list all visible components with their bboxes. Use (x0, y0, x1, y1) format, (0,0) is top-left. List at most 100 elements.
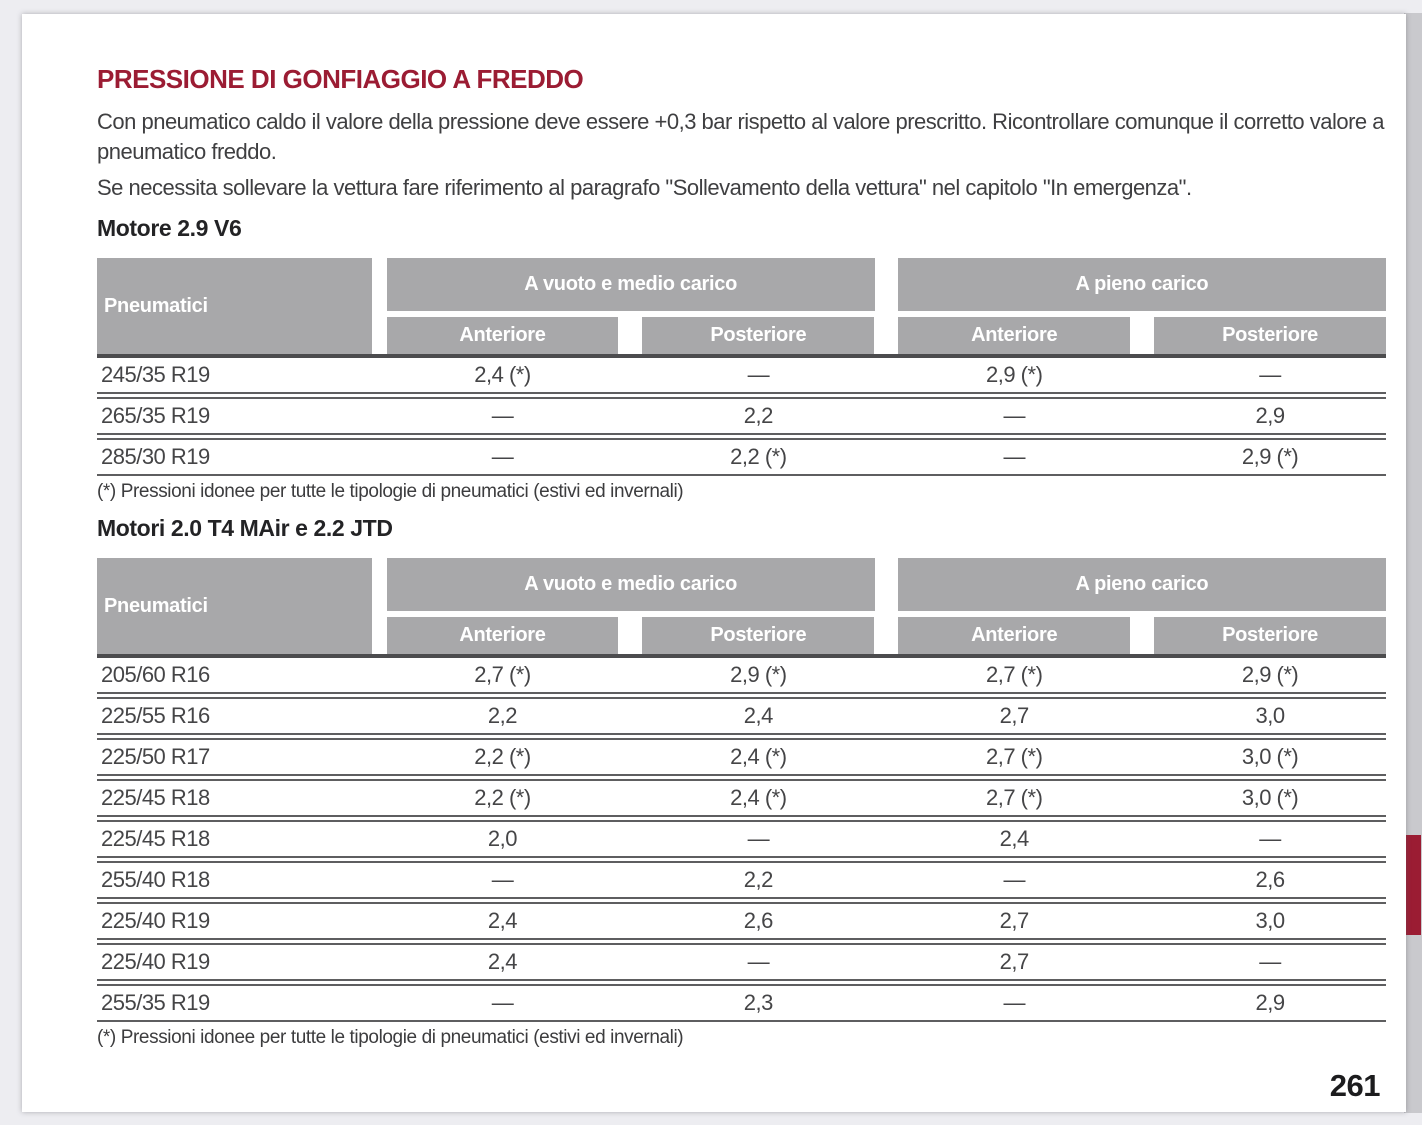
column-header-anteriore: Anteriore (898, 617, 1131, 654)
pressure-value: — (1003, 990, 1025, 1015)
table-row: 225/40 R19 2,4 — 2,7 — (97, 943, 1386, 981)
row-values: 2,2 (*) 2,4 (*) 2,7 (*) 3,0 (*) (387, 744, 1386, 770)
pressure-value: 2,2 (743, 867, 774, 892)
column-header-pneumatici: Pneumatici (97, 558, 372, 654)
tire-size: 225/55 R16 (101, 703, 210, 728)
table-header-right: A vuoto e medio carico A pieno carico An… (386, 258, 1387, 354)
pressure-value: 2,3 (743, 990, 774, 1015)
manual-page: PRESSIONE DI GONFIAGGIO A FREDDO Con pne… (22, 14, 1406, 1112)
pressure-table-t4-jtd: Pneumatici A vuoto e medio carico A pien… (97, 558, 1387, 1022)
pressure-value: — (1003, 403, 1025, 428)
column-header-posteriore: Posteriore (642, 617, 875, 654)
page-number: 261 (1329, 1068, 1381, 1103)
row-values: 2,4 2,6 2,7 3,0 (387, 908, 1386, 934)
table-header: Pneumatici A vuoto e medio carico A pien… (97, 258, 1387, 358)
page-content: PRESSIONE DI GONFIAGGIO A FREDDO Con pne… (22, 14, 1406, 1049)
pressure-value: 3,0 (1255, 703, 1286, 728)
table-row: 265/35 R19 — 2,2 — 2,9 (97, 397, 1386, 435)
row-values: 2,7 (*) 2,9 (*) 2,7 (*) 2,9 (*) (387, 662, 1386, 688)
pressure-value: 2,4 (*) (474, 362, 531, 387)
tire-size: 225/45 R18 (101, 826, 210, 851)
tire-size: 255/35 R19 (101, 990, 210, 1015)
column-header-posteriore: Posteriore (642, 317, 875, 354)
lifting-note: Se necessita sollevare la vettura fare r… (97, 175, 1192, 200)
table-header-right: A vuoto e medio carico A pieno carico An… (386, 558, 1387, 654)
pressure-value: 3,0 (*) (1241, 785, 1299, 810)
table-row: 225/50 R17 2,2 (*) 2,4 (*) 2,7 (*) 3,0 (… (97, 738, 1386, 776)
table-body: 245/35 R19 2,4 (*) — 2,9 (*) — 265/35 R1… (97, 358, 1386, 476)
row-values: — 2,2 — 2,9 (387, 403, 1386, 429)
pressure-value: — (1259, 826, 1281, 851)
table-header: Pneumatici A vuoto e medio carico A pien… (97, 558, 1387, 658)
tire-size: 265/35 R19 (101, 403, 210, 428)
table-header-subcolumns: Anteriore Posteriore Anteriore Posterior… (386, 617, 1386, 654)
pressure-value: 2,6 (1255, 867, 1286, 892)
pressure-value: 2,2 (743, 403, 774, 428)
pressure-value: — (1259, 949, 1281, 974)
table-row: 255/40 R18 — 2,2 — 2,6 (97, 861, 1386, 899)
pressure-value: 2,9 (*) (730, 662, 787, 687)
pressure-value: 2,7 (*) (985, 662, 1043, 687)
row-values: — 2,3 — 2,9 (387, 990, 1386, 1016)
page-edge-band (1404, 13, 1422, 1113)
pressure-value: 2,4 (*) (730, 785, 787, 810)
pressure-value: 2,2 (*) (474, 785, 531, 810)
tire-size: 255/40 R18 (101, 867, 210, 892)
table-row: 255/35 R19 — 2,3 — 2,9 (97, 984, 1386, 1022)
column-header-anteriore: Anteriore (386, 317, 619, 354)
section-heading-t4-jtd: Motori 2.0 T4 MAir e 2.2 JTD (97, 515, 393, 541)
chapter-tab-marker (1401, 835, 1421, 935)
pressure-value: 2,9 (*) (1241, 662, 1299, 687)
pressure-value: 2,4 (999, 826, 1030, 851)
page-title: PRESSIONE DI GONFIAGGIO A FREDDO (97, 64, 584, 94)
pressure-table-v6: Pneumatici A vuoto e medio carico A pien… (97, 258, 1387, 476)
table-row: 225/40 R19 2,4 2,6 2,7 3,0 (97, 902, 1386, 940)
tire-size: 205/60 R16 (101, 662, 210, 687)
pressure-value: 2,9 (1255, 403, 1286, 428)
pressure-value: 2,4 (*) (730, 744, 787, 769)
row-values: 2,0 — 2,4 — (387, 826, 1386, 852)
tire-size: 225/50 R17 (101, 744, 210, 769)
column-header-posteriore: Posteriore (1154, 617, 1386, 654)
pressure-value: 2,4 (743, 703, 774, 728)
column-header-anteriore: Anteriore (898, 317, 1131, 354)
intro-paragraph: Con pneumatico caldo il valore della pre… (97, 109, 1384, 164)
tire-size: 285/30 R19 (101, 444, 210, 469)
pressure-value: — (491, 444, 514, 469)
table-body: 205/60 R16 2,7 (*) 2,9 (*) 2,7 (*) 2,9 (… (97, 658, 1386, 1022)
pressure-value: 2,0 (487, 826, 518, 851)
column-header-posteriore: Posteriore (1154, 317, 1386, 354)
pressure-value: 2,7 (999, 703, 1030, 728)
row-values: 2,2 2,4 2,7 3,0 (387, 703, 1386, 729)
pressure-value: 2,9 (1255, 990, 1286, 1015)
table-row: 285/30 R19 — 2,2 (*) — 2,9 (*) (97, 438, 1386, 476)
table-header-groups: A vuoto e medio carico A pieno carico (386, 558, 1387, 611)
pressure-value: 2,7 (*) (985, 744, 1043, 769)
pressure-value: 2,6 (743, 908, 774, 933)
table-footnote: (*) Pressioni idonee per tutte le tipolo… (97, 481, 684, 502)
row-values: — 2,2 — 2,6 (387, 867, 1386, 893)
pressure-value: 2,2 (*) (730, 444, 787, 469)
pressure-value: 2,7 (*) (474, 662, 531, 687)
pressure-value: 2,7 (999, 908, 1030, 933)
column-group-vuoto-medio-carico: A vuoto e medio carico (386, 258, 875, 311)
tire-size: 225/40 R19 (101, 949, 210, 974)
pressure-value: 2,2 (*) (474, 744, 531, 769)
table-footnote: (*) Pressioni idonee per tutte le tipolo… (97, 1027, 684, 1048)
pressure-value: — (747, 362, 770, 387)
row-values: 2,4 — 2,7 — (387, 949, 1386, 975)
row-values: — 2,2 (*) — 2,9 (*) (387, 444, 1386, 470)
table-row: 225/45 R18 2,2 (*) 2,4 (*) 2,7 (*) 3,0 (… (97, 779, 1386, 817)
table-row: 225/55 R16 2,2 2,4 2,7 3,0 (97, 697, 1386, 735)
pressure-value: — (1259, 362, 1281, 387)
pressure-value: 3,0 (*) (1241, 744, 1299, 769)
table-row: 225/45 R18 2,0 — 2,4 — (97, 820, 1386, 858)
pressure-value: — (747, 826, 770, 851)
section-heading-v6: Motore 2.9 V6 (97, 215, 242, 241)
column-header-pneumatici: Pneumatici (97, 258, 372, 354)
pressure-value: 2,9 (*) (985, 362, 1043, 387)
column-group-pieno-carico: A pieno carico (897, 558, 1387, 611)
tire-size: 225/40 R19 (101, 908, 210, 933)
table-row: 245/35 R19 2,4 (*) — 2,9 (*) — (97, 358, 1386, 394)
pressure-value: — (1003, 444, 1025, 469)
